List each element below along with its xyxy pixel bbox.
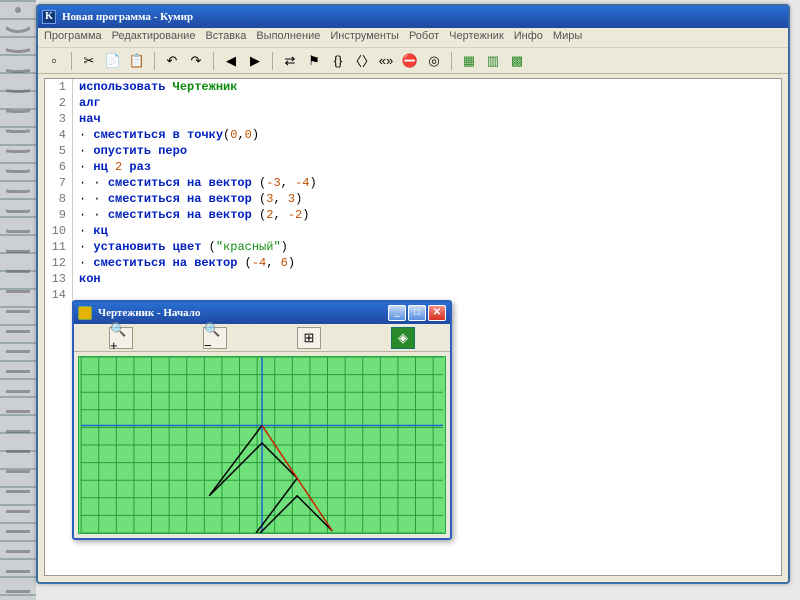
toolbar-paste-icon[interactable]: 📋 <box>127 51 147 71</box>
drafter-canvas[interactable] <box>78 356 446 534</box>
line-number: 8 <box>45 191 73 207</box>
toolbar-cut-icon[interactable]: ✂ <box>79 51 99 71</box>
menu-выполнение[interactable]: Выполнение <box>256 30 320 45</box>
code-line[interactable]: 13кон <box>45 271 781 287</box>
menu-инструменты[interactable]: Инструменты <box>330 30 399 45</box>
menu-инфо[interactable]: Инфо <box>514 30 543 45</box>
maximize-button[interactable]: □ <box>408 305 426 321</box>
code-line[interactable]: 4· сместиться в точку(0,0) <box>45 127 781 143</box>
toolbar-grid1-icon[interactable]: ▦ <box>459 51 479 71</box>
toolbar-separator <box>272 52 273 70</box>
code-line[interactable]: 10· кц <box>45 223 781 239</box>
code-text[interactable]: · опустить перо <box>73 143 187 159</box>
drafter-zoom-in-button[interactable]: 🔍+ <box>109 327 133 349</box>
drafter-toolbar: 🔍+ 🔍− ⊞ ◈ <box>74 324 450 352</box>
drafter-reset-button[interactable]: ◈ <box>391 327 415 349</box>
line-number: 11 <box>45 239 73 255</box>
line-number: 12 <box>45 255 73 271</box>
drafter-zoom-out-button[interactable]: 🔍− <box>203 327 227 349</box>
toolbar-separator <box>154 52 155 70</box>
line-number: 9 <box>45 207 73 223</box>
toolbar-separator <box>213 52 214 70</box>
code-line[interactable]: 9· · сместиться на вектор (2, -2) <box>45 207 781 223</box>
menu-миры[interactable]: Миры <box>553 30 582 45</box>
toolbar-separator <box>451 52 452 70</box>
drafter-window[interactable]: Чертежник - Начало _ □ ✕ 🔍+ 🔍− ⊞ ◈ <box>72 300 452 540</box>
code-text[interactable]: · · сместиться на вектор (2, -2) <box>73 207 309 223</box>
main-title: Новая программа - Кумир <box>62 11 784 23</box>
code-line[interactable]: 5· опустить перо <box>45 143 781 159</box>
toolbar-undo-icon[interactable]: ↶ <box>162 51 182 71</box>
toolbar-grid2-icon[interactable]: ▥ <box>483 51 503 71</box>
code-line[interactable]: 6· нц 2 раз <box>45 159 781 175</box>
close-button[interactable]: ✕ <box>428 305 446 321</box>
toolbar-bookmark-icon[interactable]: ⚑ <box>304 51 324 71</box>
menu-чертежник[interactable]: Чертежник <box>449 30 504 45</box>
toolbar-indent-in-icon[interactable]: ▶ <box>245 51 265 71</box>
line-number: 2 <box>45 95 73 111</box>
line-number: 3 <box>45 111 73 127</box>
code-line[interactable]: 3нач <box>45 111 781 127</box>
toolbar: ▫ ✂📄📋 ↶↷ ◀▶ ⇄⚑{}〈〉«»⛔◎ ▦▥▩ <box>38 48 788 74</box>
code-text[interactable]: · сместиться в точку(0,0) <box>73 127 259 143</box>
toolbar-brace2-icon[interactable]: 〈〉 <box>352 51 372 71</box>
line-number: 5 <box>45 143 73 159</box>
menu-робот[interactable]: Робот <box>409 30 439 45</box>
line-number: 13 <box>45 271 73 287</box>
line-number: 6 <box>45 159 73 175</box>
line-number: 7 <box>45 175 73 191</box>
code-text[interactable]: · · сместиться на вектор (-3, -4) <box>73 175 317 191</box>
notebook-spiral <box>0 0 36 600</box>
line-number: 1 <box>45 79 73 95</box>
toolbar-brace1-icon[interactable]: {} <box>328 51 348 71</box>
code-text[interactable]: нач <box>73 111 101 127</box>
code-line[interactable]: 12· сместиться на вектор (-4, 6) <box>45 255 781 271</box>
app-icon: K <box>42 10 56 24</box>
minimize-button[interactable]: _ <box>388 305 406 321</box>
menu-вставка[interactable]: Вставка <box>205 30 246 45</box>
code-text[interactable]: · сместиться на вектор (-4, 6) <box>73 255 295 271</box>
code-text[interactable]: кон <box>73 271 101 287</box>
line-number: 10 <box>45 223 73 239</box>
drafter-titlebar[interactable]: Чертежник - Начало _ □ ✕ <box>74 302 450 324</box>
main-titlebar[interactable]: K Новая программа - Кумир <box>38 6 788 28</box>
code-line[interactable]: 1использовать Чертежник <box>45 79 781 95</box>
drafter-icon <box>78 306 92 320</box>
drafter-grid-button[interactable]: ⊞ <box>297 327 321 349</box>
toolbar-grid3-icon[interactable]: ▩ <box>507 51 527 71</box>
menu-программа[interactable]: Программа <box>44 30 102 45</box>
code-text[interactable]: · кц <box>73 223 108 239</box>
code-line[interactable]: 8· · сместиться на вектор (3, 3) <box>45 191 781 207</box>
line-number: 14 <box>45 287 73 303</box>
toolbar-transfer-icon[interactable]: ⇄ <box>280 51 300 71</box>
toolbar-indent-out-icon[interactable]: ◀ <box>221 51 241 71</box>
drafter-title: Чертежник - Начало <box>98 307 382 319</box>
line-number: 4 <box>45 127 73 143</box>
code-line[interactable]: 11· установить цвет ("красный") <box>45 239 781 255</box>
code-text[interactable]: алг <box>73 95 101 111</box>
menu-редактирование[interactable]: Редактирование <box>112 30 196 45</box>
code-text[interactable]: · · сместиться на вектор (3, 3) <box>73 191 302 207</box>
code-line[interactable]: 2алг <box>45 95 781 111</box>
toolbar-new-icon[interactable]: ▫ <box>44 51 64 71</box>
toolbar-brace3-icon[interactable]: «» <box>376 51 396 71</box>
toolbar-separator <box>71 52 72 70</box>
code-text[interactable]: · установить цвет ("красный") <box>73 239 288 255</box>
toolbar-copy-icon[interactable]: 📄 <box>103 51 123 71</box>
code-line[interactable]: 7· · сместиться на вектор (-3, -4) <box>45 175 781 191</box>
toolbar-target-icon[interactable]: ◎ <box>424 51 444 71</box>
menubar: Программа Редактирование Вставка Выполнение… <box>38 28 788 48</box>
code-text[interactable]: использовать Чертежник <box>73 79 237 95</box>
toolbar-stop-icon[interactable]: ⛔ <box>400 51 420 71</box>
toolbar-redo-icon[interactable]: ↷ <box>186 51 206 71</box>
code-text[interactable]: · нц 2 раз <box>73 159 151 175</box>
